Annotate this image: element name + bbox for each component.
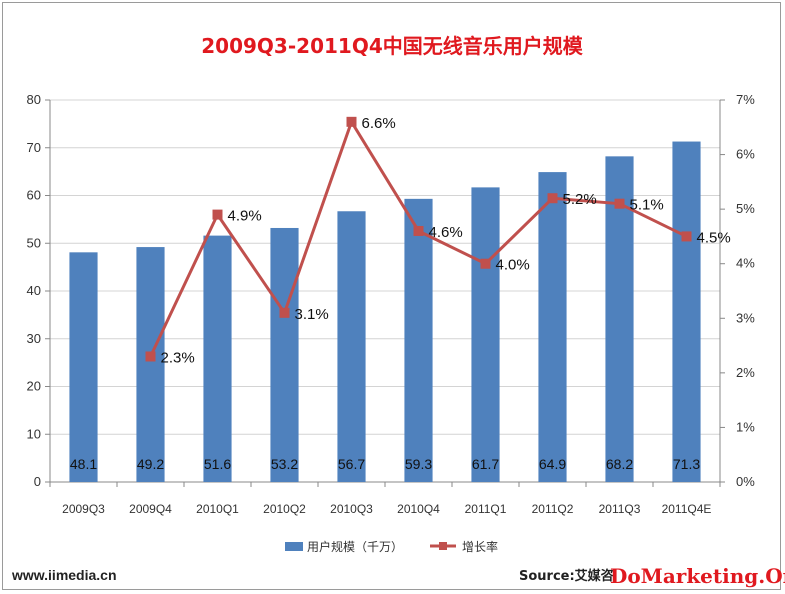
growth-rate-label: 5.1% <box>630 197 664 214</box>
source-label: Source:艾媒咨 <box>519 568 614 584</box>
bar <box>270 227 299 482</box>
category-label: 2011Q1 <box>465 502 507 516</box>
bar <box>136 247 165 482</box>
chart-title: 2009Q3-2011Q4中国无线音乐用户规模 <box>201 34 583 58</box>
bar-value-label: 51.6 <box>204 456 231 472</box>
legend-label-line: 增长率 <box>462 539 498 554</box>
right-tick-label: 5% <box>736 201 755 216</box>
bar-value-label: 61.7 <box>472 456 499 472</box>
bar-value-label: 48.1 <box>70 456 97 472</box>
left-tick-label: 80 <box>27 92 41 107</box>
bar-value-label: 71.3 <box>673 456 700 472</box>
growth-rate-label: 4.0% <box>496 257 530 274</box>
bar <box>605 156 634 482</box>
source-site: www.iimedia.cn <box>11 567 117 583</box>
right-tick-label: 6% <box>736 147 755 162</box>
right-axis-ticks: 0% 1% 2% 3% 4% 5% 6% 7% <box>736 92 755 489</box>
bar-value-label: 64.9 <box>539 456 566 472</box>
category-axis-labels: 2009Q3 2009Q4 2010Q1 2010Q2 2010Q3 2010Q4 2011… <box>62 502 711 516</box>
legend-swatch-bar <box>285 542 303 551</box>
bar <box>404 198 433 482</box>
category-label: 2010Q2 <box>263 502 306 516</box>
growth-rate-label: 6.6% <box>362 115 396 132</box>
growth-rate-label: 5.2% <box>563 191 597 208</box>
left-axis-ticks: 0 10 20 30 40 50 60 70 80 <box>27 92 41 489</box>
category-label: 2009Q4 <box>129 502 172 516</box>
growth-rate-marker <box>212 209 223 220</box>
growth-rate-marker <box>346 116 357 127</box>
category-label: 2010Q1 <box>196 502 239 516</box>
right-tick-label: 4% <box>736 256 755 271</box>
growth-rate-marker <box>547 193 558 204</box>
growth-rate-label: 4.5% <box>697 229 731 246</box>
left-tick-label: 40 <box>27 283 41 298</box>
bar <box>672 141 701 483</box>
left-tick-label: 10 <box>27 426 41 441</box>
category-label: 2010Q3 <box>330 502 373 516</box>
watermark: DoMarketing.Org <box>610 564 785 588</box>
bar <box>471 187 500 482</box>
left-tick-label: 60 <box>27 188 41 203</box>
growth-rate-label: 4.9% <box>228 208 262 225</box>
growth-rate-marker <box>614 198 625 209</box>
growth-rate-label: 2.3% <box>161 349 195 366</box>
right-tick-label: 1% <box>736 419 755 434</box>
bar-value-label: 53.2 <box>271 456 298 472</box>
left-tick-label: 30 <box>27 331 41 346</box>
growth-rate-marker <box>681 231 692 242</box>
growth-rate-label: 3.1% <box>295 306 329 323</box>
bar-value-label: 59.3 <box>405 456 432 472</box>
bar-value-labels: 48.1 49.2 51.6 53.2 56.7 59.3 61.7 64.9 68.2 71.3 <box>70 456 700 472</box>
left-tick-label: 50 <box>27 235 41 250</box>
bar <box>203 235 232 482</box>
growth-rate-marker <box>145 351 156 362</box>
growth-rate-label: 4.6% <box>429 224 463 241</box>
bar-value-label: 56.7 <box>338 456 365 472</box>
legend-label-bar: 用户规模（千万） <box>307 539 403 554</box>
right-tick-label: 2% <box>736 365 755 380</box>
right-tick-label: 3% <box>736 310 755 325</box>
right-tick-label: 7% <box>736 92 755 107</box>
category-label: 2011Q2 <box>532 502 574 516</box>
category-label: 2009Q3 <box>62 502 105 516</box>
bar <box>337 211 366 482</box>
right-tick-label: 0% <box>736 474 755 489</box>
left-tick-label: 70 <box>27 140 41 155</box>
bar-series <box>69 141 701 483</box>
growth-rate-marker <box>480 258 491 269</box>
left-tick-label: 0 <box>34 474 41 489</box>
legend-swatch-marker <box>439 542 447 550</box>
growth-rate-marker <box>413 225 424 236</box>
growth-rate-marker <box>279 307 290 318</box>
bar <box>538 172 567 483</box>
growth-rate-series: 2.3% 4.9% 3.1% 6.6% 4.6% 4.0% 5.2% 5.1% 4.5% <box>145 115 731 366</box>
category-label: 2010Q4 <box>397 502 440 516</box>
legend: 用户规模（千万） 增长率 <box>285 539 498 554</box>
bar-value-label: 68.2 <box>606 456 633 472</box>
bar <box>69 252 98 482</box>
left-tick-label: 20 <box>27 379 41 394</box>
category-label: 2011Q4E <box>662 502 712 516</box>
bar-value-label: 49.2 <box>137 456 164 472</box>
category-label: 2011Q3 <box>599 502 641 516</box>
